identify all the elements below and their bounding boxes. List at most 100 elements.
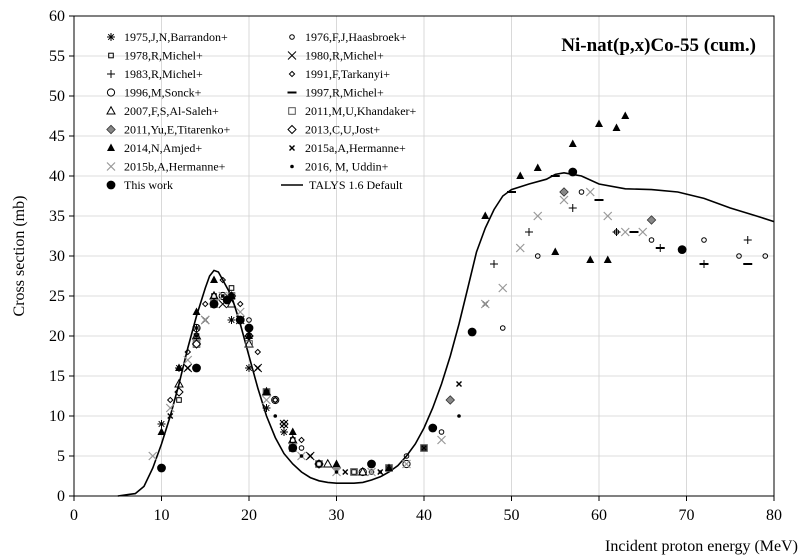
data-point-series-0 xyxy=(280,428,288,436)
legend-item: 1997,R,Michel+ xyxy=(287,86,384,100)
data-point-series-13 xyxy=(307,453,314,459)
data-point-series-14 xyxy=(183,355,193,365)
series-line-talys xyxy=(117,171,775,497)
legend-item: 2013,C,U,Jost+ xyxy=(287,123,380,137)
legend-label: 1976,F,J,Haasbroek+ xyxy=(305,30,407,44)
x-tick-label: 50 xyxy=(504,507,520,524)
data-point-series-13 xyxy=(456,381,462,387)
data-point-series-15 xyxy=(299,454,304,458)
data-point-series-12 xyxy=(612,123,621,131)
data-point-series-14 xyxy=(262,395,271,405)
data-point-series-12 xyxy=(621,111,630,119)
x-axis-label: Incident proton energy (MeV) xyxy=(605,538,798,555)
legend-item: This work xyxy=(106,178,173,192)
legend-item: 1975,J,N,Barrandon+ xyxy=(107,30,228,44)
legend-item: 2014,N,Amjed+ xyxy=(107,141,202,155)
data-point-series-10 xyxy=(445,395,456,405)
data-point-series-10 xyxy=(646,215,657,225)
legend-label: TALYS 1.6 Default xyxy=(309,178,403,192)
data-point-series-12 xyxy=(568,139,577,147)
data-point-series-14 xyxy=(620,227,630,237)
legend-item: 1983,R,Michel+ xyxy=(107,67,203,81)
legend-swatch xyxy=(106,162,116,171)
data-point-series-1 xyxy=(534,253,541,259)
data-point-series-16 xyxy=(428,423,438,433)
legend-item: 1980,R,Michel+ xyxy=(287,49,384,63)
x-tick-label: 10 xyxy=(154,507,170,524)
data-point-series-16 xyxy=(209,299,219,309)
data-point-series-6 xyxy=(271,395,280,405)
y-tick-label: 45 xyxy=(49,128,65,145)
y-tick-label: 25 xyxy=(49,288,65,305)
legend-label: 1980,R,Michel+ xyxy=(305,49,384,63)
data-point-series-1 xyxy=(403,453,410,459)
y-tick-label: 10 xyxy=(49,408,65,425)
data-point-series-11 xyxy=(279,419,289,429)
data-point-series-9 xyxy=(420,444,428,452)
legend-swatch xyxy=(288,70,296,78)
data-point-series-14 xyxy=(165,403,175,413)
data-point-series-14 xyxy=(585,187,595,197)
data-point-series-11 xyxy=(174,387,184,397)
y-tick-label: 5 xyxy=(57,448,65,465)
data-point-series-13 xyxy=(167,413,174,419)
data-point-series-8 xyxy=(191,330,202,340)
legend-label: 1991,F,Tarkanyi+ xyxy=(305,67,390,81)
legend-swatch xyxy=(288,107,296,115)
data-point-series-14 xyxy=(638,227,648,237)
data-point-series-16 xyxy=(235,315,245,325)
data-point-series-14 xyxy=(515,243,525,253)
data-point-series-12 xyxy=(586,255,595,263)
x-tick-label: 70 xyxy=(679,507,695,524)
data-point-series-14 xyxy=(533,211,543,221)
data-point-series-10 xyxy=(559,187,569,197)
y-tick-label: 0 xyxy=(57,488,65,505)
data-point-series-2 xyxy=(421,445,427,451)
data-point-series-2 xyxy=(351,469,357,475)
data-point-series-12 xyxy=(332,459,341,467)
legend-swatch xyxy=(290,164,294,169)
y-tick-label: 20 xyxy=(49,328,65,345)
y-tick-label: 55 xyxy=(49,48,65,65)
x-tick-label: 80 xyxy=(766,507,782,524)
data-point-series-13 xyxy=(184,365,191,371)
data-point-series-12 xyxy=(385,463,393,471)
data-point-series-2 xyxy=(316,461,322,467)
data-point-series-14 xyxy=(367,467,376,477)
data-point-series-15 xyxy=(247,334,251,338)
data-point-series-5 xyxy=(236,300,244,308)
data-point-series-0 xyxy=(262,404,271,412)
x-tick-label: 60 xyxy=(591,507,607,524)
data-point-series-1 xyxy=(438,429,445,435)
y-tick-label: 50 xyxy=(49,88,65,105)
model-curves xyxy=(117,171,775,497)
legend-label: 1997,R,Michel+ xyxy=(305,86,384,100)
data-point-series-15 xyxy=(378,470,383,474)
y-tick-label: 35 xyxy=(49,208,65,225)
data-point-series-0 xyxy=(227,316,236,324)
legend-swatch xyxy=(106,124,116,135)
data-point-series-12 xyxy=(516,171,525,179)
legend-swatch xyxy=(106,180,116,190)
data-point-series-12 xyxy=(210,275,218,283)
data-point-series-16 xyxy=(244,323,254,333)
legend-label: 2015a,A,Hermanne+ xyxy=(305,141,406,155)
data-point-series-12 xyxy=(603,255,612,263)
data-point-series-5 xyxy=(271,396,279,404)
legend-item: 2015a,A,Hermanne+ xyxy=(289,141,406,155)
x-tick-label: 30 xyxy=(329,507,345,524)
data-point-series-12 xyxy=(192,307,201,315)
data-point-series-0 xyxy=(157,420,166,428)
data-point-series-8 xyxy=(174,378,184,388)
data-point-series-14 xyxy=(200,315,210,325)
data-point-series-14 xyxy=(603,211,613,221)
data-point-series-1 xyxy=(701,237,707,243)
data-point-series-14 xyxy=(559,195,569,205)
y-tick-label: 60 xyxy=(49,8,65,25)
data-point-series-14 xyxy=(148,451,158,461)
legend-label: 1975,J,N,Barrandon+ xyxy=(124,30,228,44)
data-point-series-14 xyxy=(480,299,490,309)
legend-label: 1996,M,Sonck+ xyxy=(124,86,202,100)
x-axis-ticks: 0 10 20 30 40 50 60 70 80 xyxy=(70,496,782,524)
